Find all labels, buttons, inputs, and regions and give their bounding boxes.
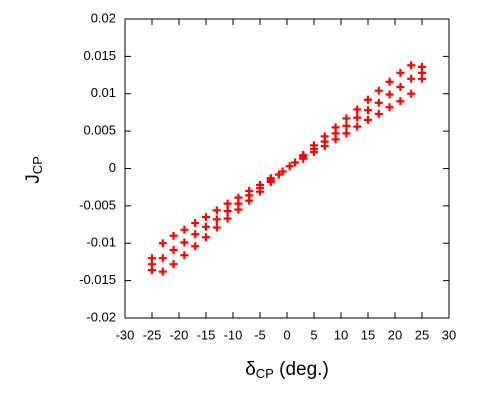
point	[223, 207, 232, 216]
point	[385, 90, 394, 99]
point	[212, 223, 221, 232]
point	[331, 123, 340, 132]
point	[148, 266, 156, 275]
point	[407, 74, 416, 83]
y-tick-label: 0.015	[83, 48, 116, 63]
x-label-unit: (deg.)	[274, 359, 329, 380]
point	[202, 222, 210, 231]
point	[169, 245, 178, 254]
point	[278, 167, 287, 176]
point	[191, 219, 200, 228]
point	[169, 260, 178, 269]
point	[396, 83, 405, 92]
x-tick-label: -10	[224, 327, 243, 342]
x-label-symbol: δ	[245, 359, 256, 380]
point	[299, 154, 308, 163]
x-tick-label: 15	[361, 327, 375, 342]
point	[191, 230, 200, 239]
point	[353, 122, 362, 131]
point	[353, 105, 362, 114]
point	[364, 106, 372, 115]
x-tick-label: 5	[310, 327, 317, 342]
x-tick-label: -25	[143, 327, 162, 342]
point	[212, 206, 221, 215]
point	[285, 162, 294, 171]
point	[342, 114, 351, 123]
point	[374, 86, 383, 95]
y-label-symbol: J	[23, 174, 44, 184]
y-tick-label: -0.005	[79, 197, 116, 212]
point	[256, 180, 264, 189]
x-tick-label: 10	[334, 327, 348, 342]
point	[364, 115, 372, 124]
point	[396, 97, 405, 106]
point	[148, 254, 156, 263]
point	[180, 225, 189, 234]
point	[180, 238, 189, 247]
point	[256, 187, 264, 196]
y-tick-label: -0.015	[79, 272, 116, 287]
x-tick-label: 0	[283, 327, 290, 342]
y-tick-label: -0.01	[86, 235, 116, 250]
point	[418, 62, 426, 71]
point	[374, 98, 383, 107]
point	[320, 142, 329, 151]
point	[396, 68, 405, 77]
point	[169, 231, 178, 240]
x-tick-label: 25	[415, 327, 429, 342]
point	[158, 254, 167, 263]
point	[331, 135, 340, 144]
plot-frame	[124, 18, 450, 319]
point	[407, 61, 416, 70]
y-tick-label: 0.02	[91, 10, 116, 25]
point	[418, 74, 426, 83]
point	[223, 199, 232, 208]
x-tick-label: -15	[197, 327, 216, 342]
point	[310, 141, 318, 150]
point	[202, 213, 210, 222]
point	[234, 193, 243, 202]
x-label-subscript: CP	[256, 366, 274, 381]
point	[212, 215, 221, 224]
point	[385, 77, 394, 86]
x-axis-label: δCP (deg.)	[245, 359, 329, 381]
point	[234, 205, 243, 214]
y-axis-label: JCP	[23, 156, 45, 184]
point	[342, 121, 351, 130]
x-tick-label: -20	[170, 327, 189, 342]
point	[374, 109, 383, 118]
point	[191, 242, 200, 251]
point	[223, 214, 232, 223]
point	[364, 95, 372, 104]
point	[320, 132, 329, 141]
x-tick-label: -5	[254, 327, 266, 342]
point	[180, 251, 189, 260]
y-tick-label: 0.005	[83, 123, 116, 138]
point	[245, 196, 254, 205]
point	[353, 113, 362, 122]
point	[310, 148, 318, 157]
x-tick-label: 30	[442, 327, 456, 342]
point	[385, 103, 394, 112]
point	[158, 239, 167, 248]
x-tick-label: 20	[388, 327, 402, 342]
y-tick-label: 0	[109, 160, 116, 175]
point	[158, 267, 167, 276]
y-tick-label: -0.02	[86, 309, 116, 324]
y-tick-label: 0.01	[91, 85, 116, 100]
point	[245, 186, 254, 195]
point	[342, 129, 351, 138]
point	[291, 158, 300, 167]
point	[266, 174, 275, 183]
point	[407, 89, 416, 98]
point	[202, 233, 210, 242]
y-label-subscript: CP	[30, 156, 45, 174]
x-tick-label: -30	[116, 327, 135, 342]
